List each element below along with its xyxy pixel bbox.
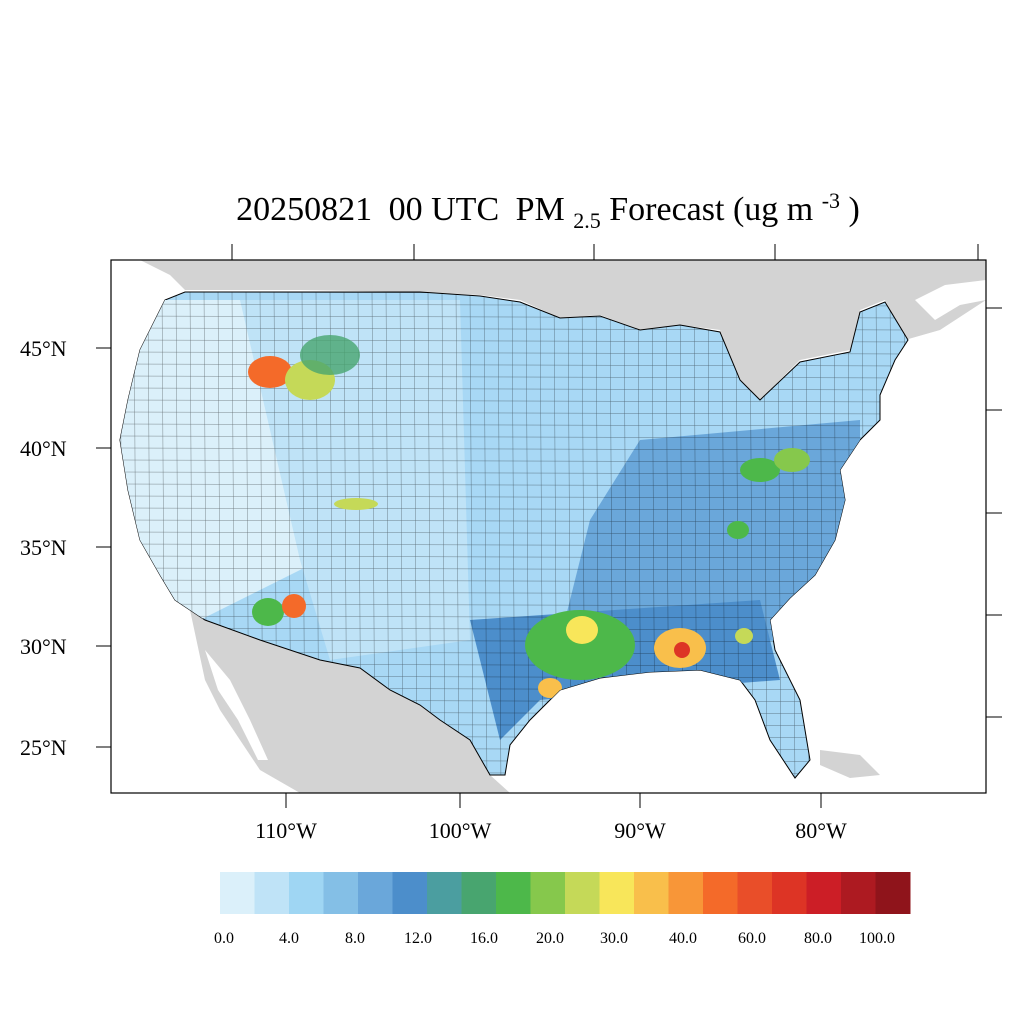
hotspot-colorado — [334, 498, 378, 510]
hotspot-idaho — [248, 356, 292, 388]
colorbar: 0.0 4.0 8.0 12.0 16.0 20.0 30.0 40.0 60.0 80.0 100… — [214, 872, 911, 947]
colorbar-swatch — [841, 872, 876, 914]
colorbar-swatch — [392, 872, 428, 914]
mexico-land — [190, 610, 510, 793]
east-mid-region — [560, 420, 860, 650]
title-pm: PM — [516, 191, 565, 228]
hotspot-arkansas-core — [566, 616, 598, 644]
colorbar-tick-label: 80.0 — [804, 930, 832, 947]
lat-label-25: 25°N — [20, 735, 67, 760]
colorbar-swatch — [427, 872, 462, 914]
colorbar-swatch — [530, 872, 566, 914]
colorbar-swatch — [634, 872, 669, 914]
colorbar-tick-label: 100.0 — [859, 930, 895, 947]
hotspot-mississippi-core — [674, 642, 690, 658]
title-hour: 00 UTC — [389, 191, 500, 228]
colorbar-swatch — [668, 872, 704, 914]
title-close: ) — [849, 191, 860, 228]
hotspot-texas — [538, 678, 562, 698]
colorbar-tick-label: 20.0 — [536, 930, 564, 947]
hotspot-tennessee — [727, 521, 749, 539]
hotspot-georgia — [735, 628, 753, 644]
lon-label-110: 110°W — [255, 818, 317, 843]
colorbar-swatch — [461, 872, 497, 914]
cuba-land — [820, 750, 880, 778]
colorbar-swatch — [875, 872, 911, 914]
colorbar-tick-label: 4.0 — [279, 930, 299, 947]
canada-land — [140, 260, 986, 400]
colorbar-swatch — [565, 872, 600, 914]
colorbar-tick-label: 16.0 — [470, 930, 498, 947]
lat-label-40: 40°N — [20, 436, 67, 461]
gulf-of-california — [205, 650, 268, 760]
hotspot-layer — [248, 335, 810, 698]
lon-label-80: 80°W — [795, 818, 847, 843]
longitude-labels: 110°W 100°W 90°W 80°W — [255, 818, 847, 843]
map-border — [110, 259, 987, 794]
canada-coast-water — [915, 280, 986, 320]
colorbar-swatch — [772, 872, 807, 914]
lon-label-100: 100°W — [429, 818, 492, 843]
colorbar-swatch — [806, 872, 842, 914]
title-pm-subscript: 2.5 — [573, 208, 601, 233]
hotspot-arizona-red — [282, 594, 306, 618]
colorbar-swatch — [703, 872, 738, 914]
colorbar-swatch — [289, 872, 324, 914]
colorbar-tick-label: 8.0 — [345, 930, 365, 947]
colorbar-swatch — [220, 872, 255, 914]
colorbar-swatch — [737, 872, 773, 914]
lat-label-30: 30°N — [20, 634, 67, 659]
title-date: 20250821 — [236, 191, 372, 228]
colorbar-tick-label: 12.0 — [404, 930, 432, 947]
lon-label-90: 90°W — [614, 818, 666, 843]
hotspot-ohio — [740, 458, 780, 482]
colorbar-tick-label: 30.0 — [600, 930, 628, 947]
colorbar-tick-label: 40.0 — [669, 930, 697, 947]
hotspot-arizona-green — [252, 598, 284, 626]
lat-label-45: 45°N — [20, 336, 67, 361]
colorbar-tick-label: 60.0 — [738, 930, 766, 947]
colorbar-swatch — [496, 872, 531, 914]
hotspot-pennsylvania — [774, 448, 810, 472]
colorbar-swatch — [358, 872, 393, 914]
county-layer — [120, 292, 908, 778]
map-ticks — [96, 244, 1002, 808]
title-exponent: -3 — [822, 188, 840, 213]
hotspot-arkansas — [525, 610, 635, 680]
figure-title: 20250821 00 UTC PM 2.5 Forecast (ug m -3… — [236, 179, 860, 236]
colorbar-swatch — [254, 872, 290, 914]
colorbar-swatch — [599, 872, 635, 914]
colorbar-tick-label: 0.0 — [214, 930, 234, 947]
latitude-labels: 25°N 30°N 35°N 40°N 45°N — [20, 336, 67, 760]
lat-label-35: 35°N — [20, 535, 67, 560]
hotspot-montana-green — [300, 335, 360, 375]
title-rest: Forecast (ug m — [609, 191, 813, 228]
map-panel: 25°N 30°N 35°N 40°N 45°N 110°W 100°W 90°… — [20, 244, 1002, 843]
colorbar-swatch — [323, 872, 359, 914]
